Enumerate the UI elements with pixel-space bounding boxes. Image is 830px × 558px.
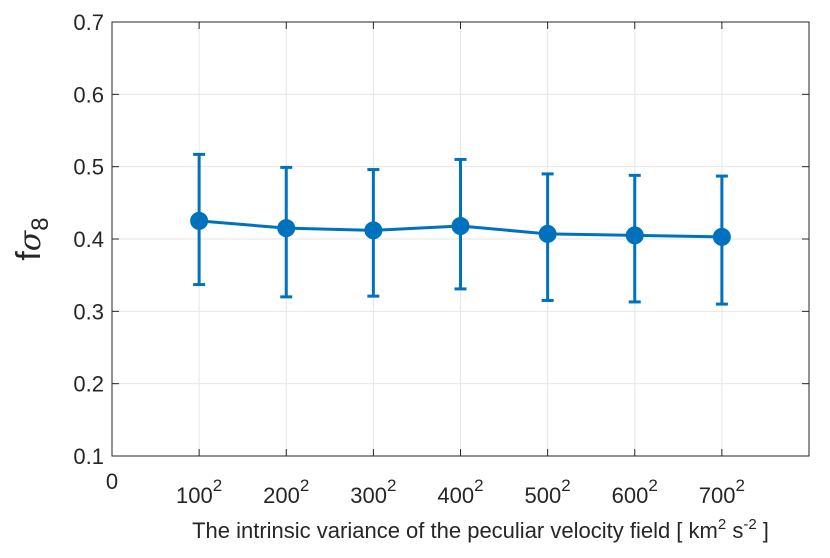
x-axis-label: The intrinsic variance of the peculiar v… (192, 516, 769, 543)
x-tick-label: 5002 (525, 476, 571, 508)
data-point (712, 227, 731, 246)
x-tick-label: 4002 (437, 476, 483, 508)
data-point (451, 216, 470, 235)
x-tick-label: 6002 (612, 476, 658, 508)
data-point (364, 221, 383, 240)
y-axis-label: fσ8 (10, 217, 54, 260)
data-point (277, 219, 296, 238)
x-axis: 0 1002 2002 3002 4002 5002 6002 7002 (106, 22, 745, 508)
y-tick-label: 0.4 (73, 227, 104, 252)
x-tick-label: 1002 (176, 476, 222, 508)
y-axis-label-sigma: σ (13, 229, 48, 251)
x-axis-label-end: ] (757, 518, 769, 543)
y-tick-label: 0.1 (73, 444, 104, 469)
data-point (538, 224, 557, 243)
y-tick-label: 0.2 (73, 372, 104, 397)
y-tick-label: 0.5 (73, 155, 104, 180)
data-point (190, 211, 209, 230)
y-tick-label: 0.7 (73, 10, 104, 35)
x-tick-label: 0 (106, 469, 118, 494)
x-axis-label-sup1: 2 (718, 516, 726, 533)
y-tick-label: 0.6 (73, 82, 104, 107)
x-axis-label-mid: s (726, 518, 743, 543)
series-group (190, 152, 731, 306)
x-tick-label: 7002 (699, 476, 745, 508)
y-tick-label: 0.3 (73, 299, 104, 324)
data-point (625, 226, 644, 245)
y-axis: 0.1 0.2 0.3 0.4 0.5 0.6 0.7 (73, 10, 809, 469)
x-axis-label-sup2: -2 (743, 516, 756, 533)
y-axis-label-sub: 8 (27, 217, 54, 230)
x-tick-label: 3002 (350, 476, 396, 508)
x-tick-label: 2002 (263, 476, 309, 508)
